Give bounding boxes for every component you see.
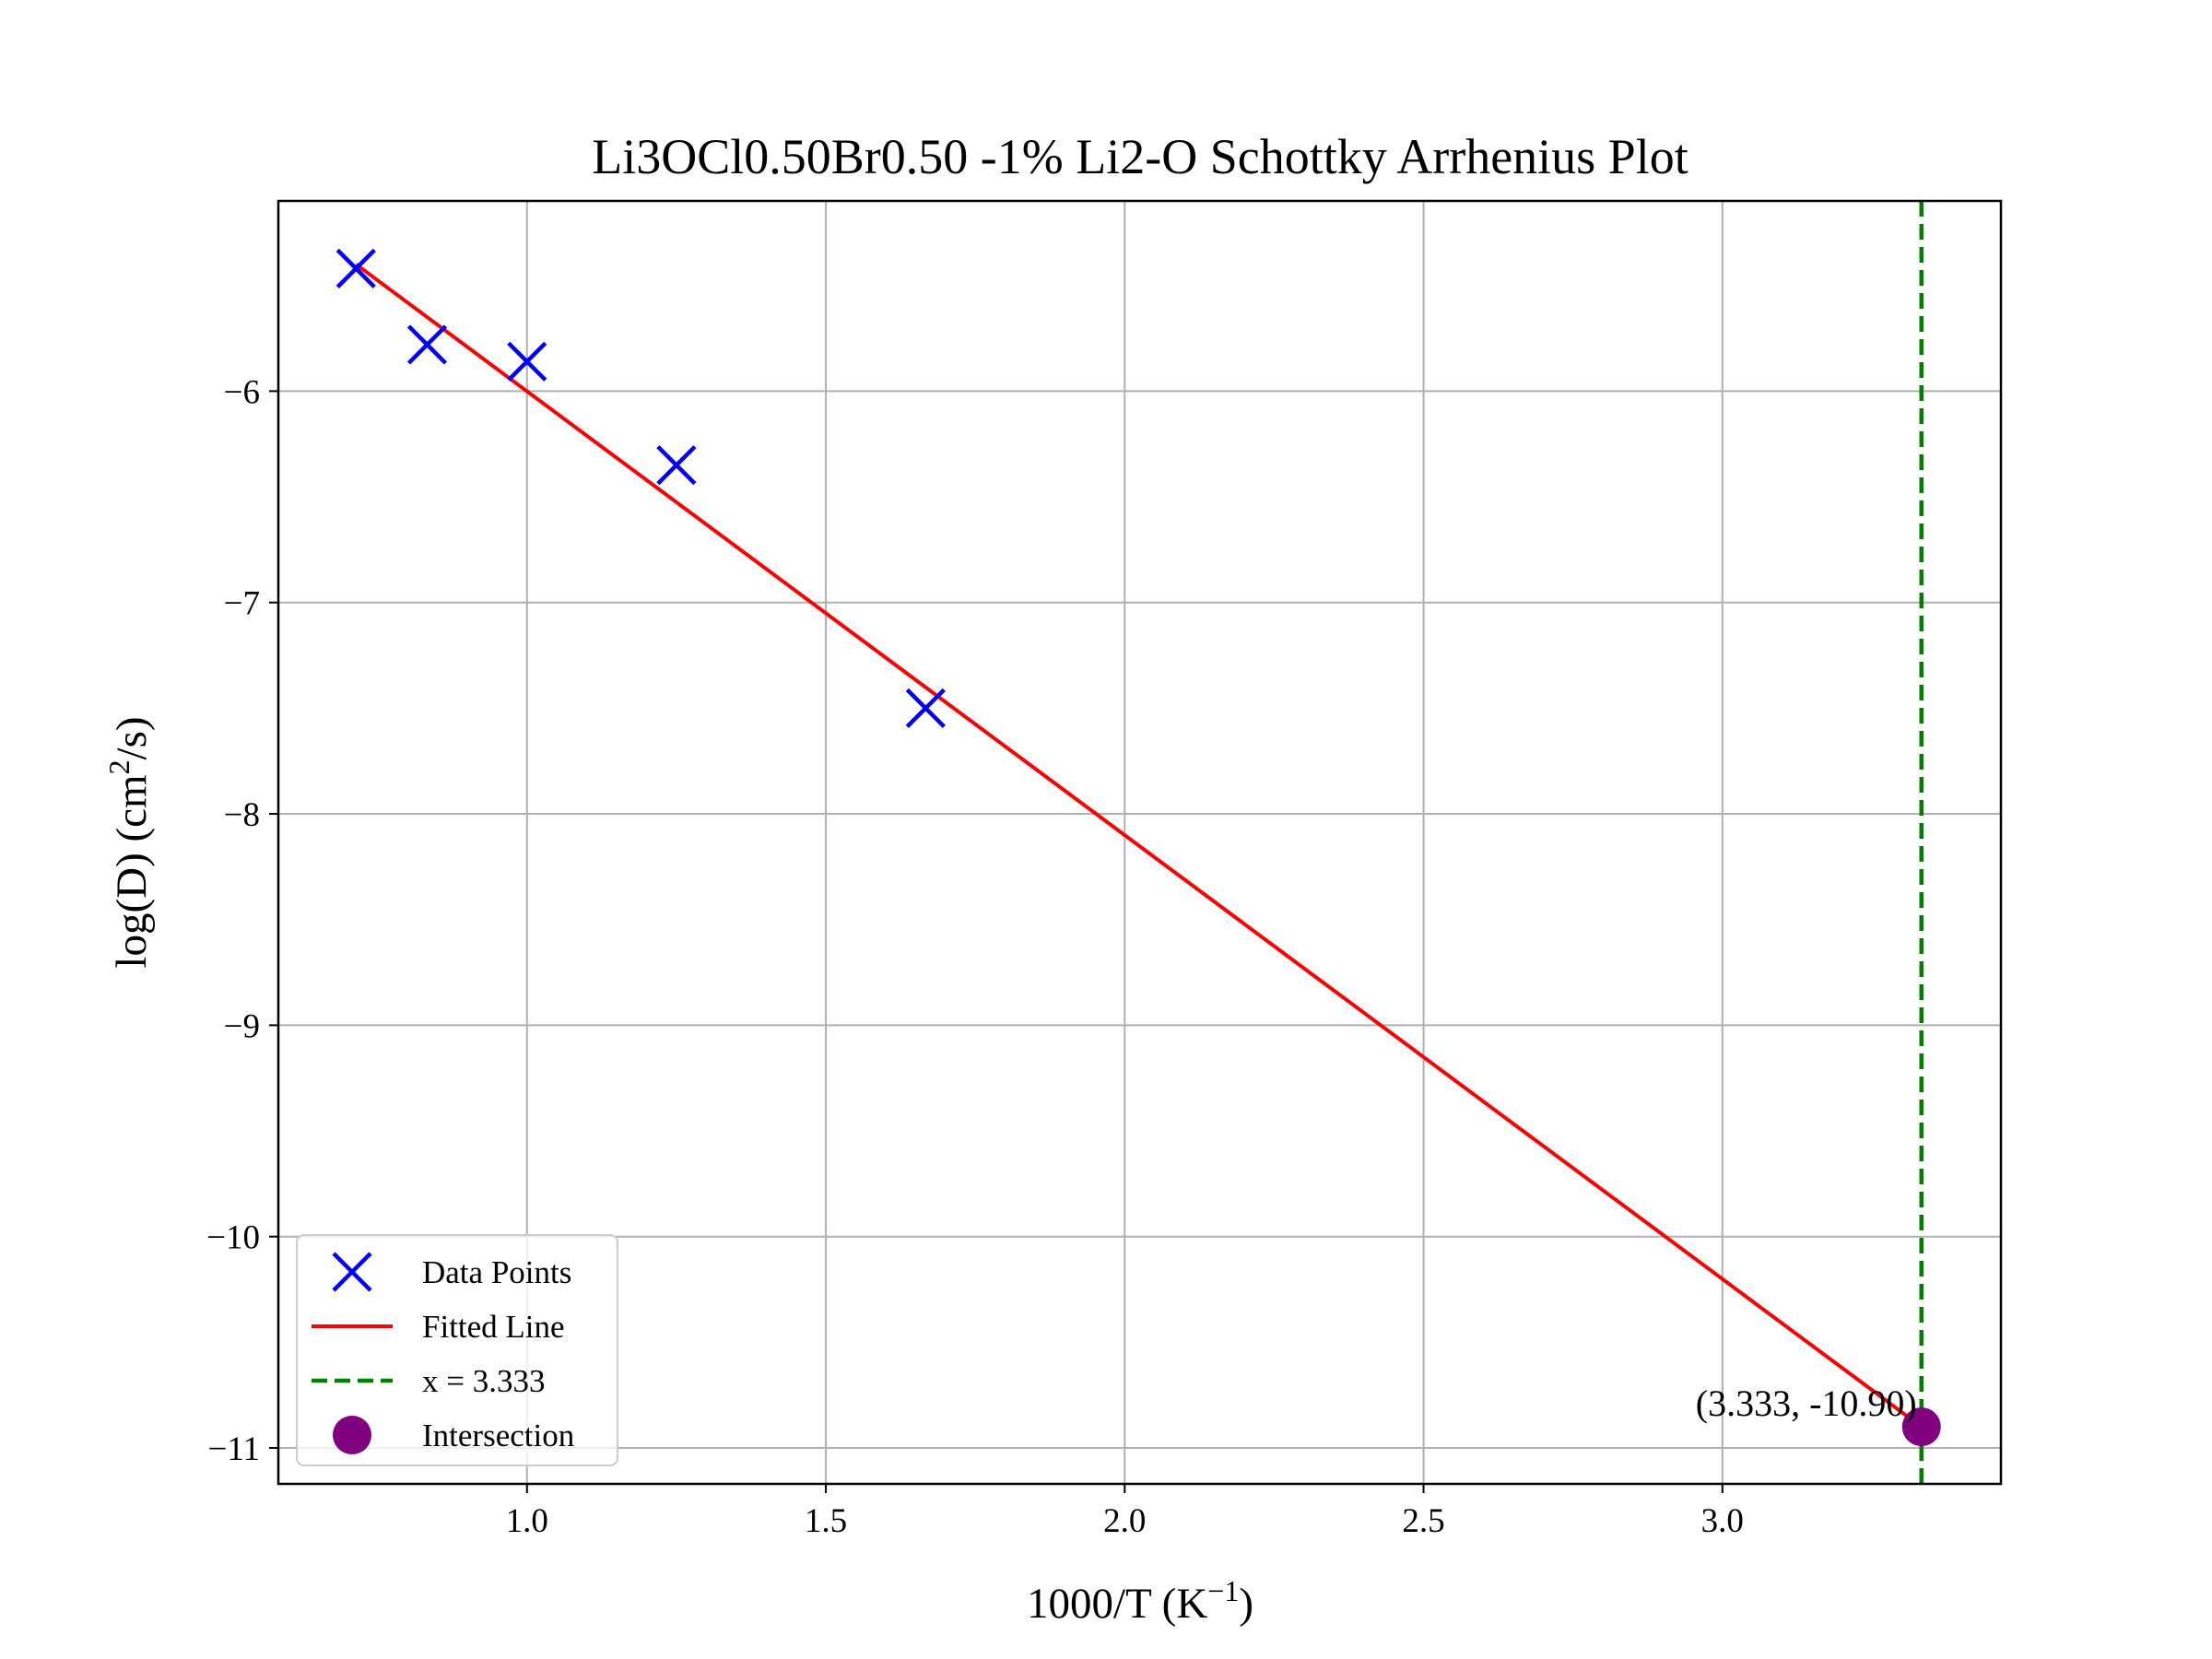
chart-title: Li3OCl0.50Br0.50 -1% Li2-O Schottky Arrh…	[592, 129, 1688, 184]
x-marker-stroke	[406, 324, 448, 365]
legend-label: Intersection	[422, 1418, 574, 1453]
y-tick-label: −11	[208, 1430, 261, 1468]
legend-label: Data Points	[422, 1254, 571, 1290]
x-tick-label: 3.0	[1701, 1502, 1744, 1540]
x-tick-label: 2.5	[1402, 1502, 1444, 1540]
x-marker-stroke	[507, 341, 547, 382]
legend-circle-marker	[333, 1416, 371, 1454]
legend-x-marker	[332, 1252, 372, 1292]
legend-entry: Fitted Line	[312, 1309, 565, 1345]
intersection-annotation: (3.333, -10.90)	[1696, 1382, 1917, 1424]
grid-layer	[278, 201, 2001, 1484]
x-marker-stroke	[656, 445, 697, 486]
data-point	[656, 445, 697, 486]
y-tick-label: −8	[224, 796, 260, 834]
x-tick-label: 1.0	[506, 1502, 548, 1540]
data-point	[905, 688, 946, 728]
legend-label: x = 3.333	[422, 1363, 546, 1399]
y-tick-label: −9	[224, 1007, 260, 1045]
x-tick-label: 2.0	[1103, 1502, 1146, 1540]
data-point	[507, 341, 547, 382]
legend-entries: Data Points Fitted Line x = 3.333 Intersect…	[312, 1252, 574, 1454]
x-tick-label: 1.5	[805, 1502, 847, 1540]
legend-box	[296, 1234, 618, 1466]
x-marker-stroke	[905, 688, 946, 728]
plot-frame	[276, 199, 2003, 1486]
series-layer: (3.333, -10.90)	[335, 201, 1941, 1484]
fitted-line	[355, 263, 1923, 1429]
legend-entry: Data Points	[332, 1252, 571, 1292]
data-point	[335, 248, 376, 288]
data-point	[406, 324, 448, 365]
intersection-point	[1901, 1407, 1941, 1447]
y-axis-label: log(D) (cm2/s)	[102, 716, 156, 968]
tick-layer: 1.0 1.5 2.0 2.5 3.0 −6 −7 −8 −9 −10 −11	[206, 373, 1744, 1540]
x-marker-stroke	[335, 248, 376, 288]
legend: Data Points Fitted Line x = 3.333 Intersect…	[296, 1234, 618, 1466]
x-marker-stroke	[332, 1252, 372, 1292]
y-tick-label: −6	[224, 373, 260, 411]
y-tick-label: −7	[224, 585, 260, 623]
legend-entry: x = 3.333	[312, 1363, 546, 1399]
x-axis-label: 1000/T (K−1)	[1027, 1574, 1253, 1628]
legend-entry: Intersection	[333, 1416, 574, 1454]
y-tick-label: −10	[206, 1219, 260, 1257]
legend-label: Fitted Line	[422, 1309, 565, 1345]
